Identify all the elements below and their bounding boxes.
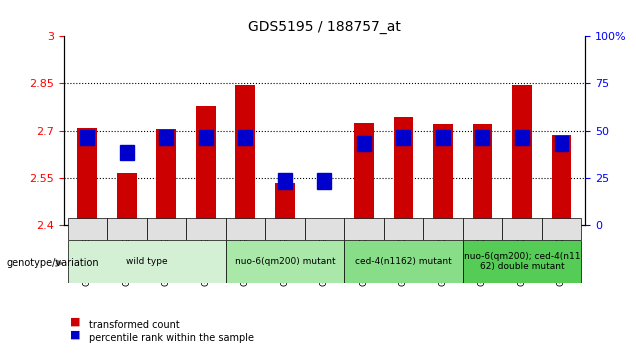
Bar: [78, 127, 97, 225]
Bar: [357, 136, 371, 151]
Bar: [476, 130, 489, 145]
Bar: [515, 130, 529, 145]
Bar: [354, 123, 374, 225]
FancyBboxPatch shape: [344, 218, 384, 240]
FancyBboxPatch shape: [542, 218, 581, 240]
Bar: [238, 130, 252, 145]
FancyBboxPatch shape: [67, 240, 226, 283]
Bar: [314, 220, 335, 225]
Bar: [436, 130, 450, 145]
Bar: [317, 174, 331, 188]
Text: ■: ■: [70, 330, 81, 340]
Bar: [394, 117, 413, 225]
Bar: [156, 129, 176, 225]
FancyBboxPatch shape: [384, 218, 423, 240]
Bar: [555, 136, 569, 151]
Text: ced-4(n1162) mutant: ced-4(n1162) mutant: [355, 257, 452, 266]
FancyBboxPatch shape: [344, 240, 462, 283]
Bar: [473, 125, 492, 225]
Bar: [551, 135, 571, 225]
FancyBboxPatch shape: [226, 218, 265, 240]
Text: percentile rank within the sample: percentile rank within the sample: [89, 333, 254, 343]
Bar: [117, 173, 137, 225]
FancyBboxPatch shape: [462, 218, 502, 240]
Text: nuo-6(qm200) mutant: nuo-6(qm200) mutant: [235, 257, 335, 266]
Bar: [275, 183, 294, 225]
Bar: [196, 106, 216, 225]
Bar: [433, 125, 453, 225]
Text: transformed count: transformed count: [89, 320, 180, 330]
FancyBboxPatch shape: [305, 218, 344, 240]
Title: GDS5195 / 188757_at: GDS5195 / 188757_at: [248, 20, 401, 34]
FancyBboxPatch shape: [107, 218, 146, 240]
Bar: [512, 85, 532, 225]
Text: ■: ■: [70, 317, 81, 327]
FancyBboxPatch shape: [423, 218, 462, 240]
FancyBboxPatch shape: [67, 218, 107, 240]
Bar: [235, 85, 255, 225]
Bar: [396, 130, 410, 145]
FancyBboxPatch shape: [226, 240, 344, 283]
Text: nuo-6(qm200); ced-4(n11
62) double mutant: nuo-6(qm200); ced-4(n11 62) double mutan…: [464, 252, 580, 271]
Bar: [160, 130, 173, 145]
Bar: [80, 130, 94, 145]
Bar: [120, 145, 134, 160]
FancyBboxPatch shape: [502, 218, 542, 240]
Text: genotype/variation: genotype/variation: [6, 258, 99, 268]
FancyBboxPatch shape: [186, 218, 226, 240]
Bar: [278, 174, 292, 188]
FancyBboxPatch shape: [462, 240, 581, 283]
Text: wild type: wild type: [126, 257, 167, 266]
Bar: [199, 130, 213, 145]
FancyBboxPatch shape: [265, 218, 305, 240]
FancyBboxPatch shape: [146, 218, 186, 240]
